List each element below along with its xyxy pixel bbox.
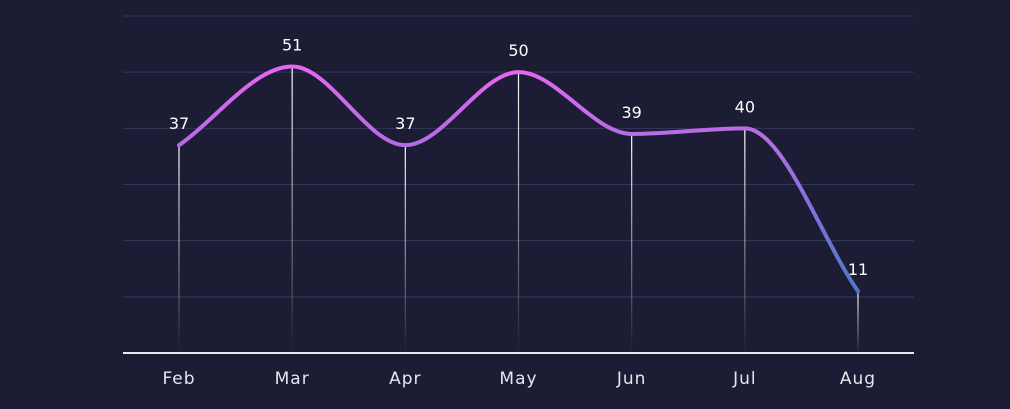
drop-line bbox=[744, 128, 746, 353]
x-tick-label: Mar bbox=[275, 369, 310, 389]
data-label: 51 bbox=[282, 36, 302, 55]
drop-line bbox=[631, 133, 633, 353]
drop-line bbox=[404, 145, 406, 353]
x-tick-label: Aug bbox=[840, 369, 876, 389]
drop-line bbox=[178, 145, 180, 353]
x-axis-tick-labels: Feb Mar Apr May Jun Jul Aug bbox=[162, 369, 876, 389]
data-label: 40 bbox=[735, 97, 755, 116]
x-tick-label: Feb bbox=[162, 369, 195, 389]
x-tick-label: Apr bbox=[389, 369, 421, 389]
drop-line bbox=[291, 66, 293, 354]
x-tick-label: Jul bbox=[732, 369, 757, 389]
x-tick-label: Jun bbox=[616, 369, 647, 389]
series-line bbox=[177, 64, 860, 294]
data-label: 50 bbox=[508, 41, 528, 60]
drop-line bbox=[857, 291, 859, 353]
drop-line bbox=[517, 72, 520, 354]
data-labels: 37 51 37 50 39 40 11 bbox=[169, 36, 868, 280]
data-label: 11 bbox=[848, 260, 868, 279]
data-label: 37 bbox=[169, 114, 189, 133]
x-tick-label: May bbox=[499, 369, 537, 389]
drop-lines bbox=[178, 66, 859, 354]
data-label: 39 bbox=[621, 103, 641, 122]
data-label: 37 bbox=[395, 114, 415, 133]
